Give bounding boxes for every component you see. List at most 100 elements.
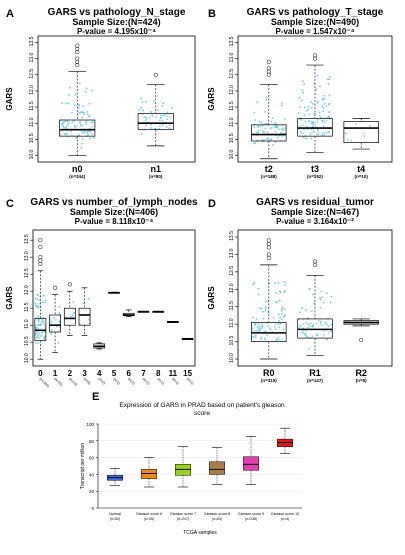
- jitter-point: [323, 121, 326, 124]
- jitter-point: [79, 124, 82, 127]
- outlier-point: [312, 262, 318, 267]
- jitter-point: [322, 107, 325, 109]
- jitter-point: [277, 136, 279, 139]
- outlier-point: [266, 238, 271, 243]
- jitter-point: [54, 318, 57, 321]
- jitter-point: [67, 102, 70, 105]
- box-group-0: 0(n=344): [34, 238, 50, 388]
- jitter-point: [272, 316, 275, 319]
- jitter-point: [165, 126, 168, 128]
- jitter-point: [311, 122, 313, 125]
- jitter-point: [81, 131, 84, 134]
- outlier-point: [266, 72, 271, 77]
- jitter-point: [281, 127, 284, 130]
- jitter-point: [308, 120, 311, 123]
- jitter-point: [141, 101, 144, 104]
- jitter-point: [264, 110, 267, 113]
- box-group-1: 1(n=32): [49, 285, 63, 387]
- jitter-point: [298, 106, 301, 109]
- jitter-point: [144, 119, 147, 122]
- jitter-point: [326, 78, 329, 81]
- jitter-point: [256, 326, 259, 329]
- x-count-label: (n=4): [281, 517, 290, 521]
- jitter-point: [265, 300, 267, 303]
- jitter-point: [321, 134, 323, 136]
- jitter-point: [317, 319, 320, 322]
- gleason-box-3: Gleason score 8(n=64): [204, 447, 230, 521]
- jitter-point: [264, 330, 267, 333]
- jitter-point: [69, 86, 71, 89]
- jitter-point: [278, 320, 281, 322]
- box-group-t2: t2(n=188): [251, 59, 287, 179]
- jitter-point: [276, 125, 279, 127]
- jitter-point: [283, 132, 286, 135]
- jitter-point: [78, 82, 81, 85]
- jitter-point: [328, 111, 331, 113]
- jitter-point: [312, 102, 314, 105]
- jitter-point: [37, 307, 40, 309]
- jitter-point: [85, 123, 88, 125]
- jitter-point: [40, 331, 43, 334]
- y-tick-label: 10.5: [229, 336, 235, 346]
- jitter-point: [80, 110, 83, 113]
- jitter-point: [60, 123, 63, 126]
- jitter-point: [144, 116, 147, 118]
- jitter-point: [318, 111, 321, 114]
- jitter-point: [280, 318, 283, 321]
- jitter-point: [316, 118, 319, 121]
- jitter-point: [38, 332, 41, 334]
- outlier-point: [75, 43, 80, 48]
- p-value: P-value = 8.118x10⁻⁴: [75, 217, 154, 226]
- jitter-point: [274, 130, 277, 133]
- jitter-point: [280, 104, 283, 107]
- jitter-point: [321, 105, 324, 108]
- jitter-point: [255, 318, 258, 320]
- jitter-point: [263, 138, 265, 141]
- y-tick-label: 11.0: [229, 117, 235, 127]
- y-tick-label: 10.5: [229, 133, 235, 143]
- jitter-point: [77, 107, 80, 109]
- jitter-point: [166, 111, 169, 114]
- jitter-point: [87, 297, 90, 300]
- jitter-point: [78, 104, 81, 106]
- jitter-point: [82, 302, 85, 304]
- jitter-point: [302, 330, 304, 333]
- jitter-point: [80, 146, 83, 149]
- jitter-point: [86, 113, 89, 116]
- x-count-label: (n=188): [261, 174, 277, 179]
- x-tick-label: t3: [311, 164, 319, 174]
- jitter-point: [312, 122, 315, 124]
- jitter-point: [257, 323, 260, 325]
- gleason-box-5: Gleason score 10(n=4): [271, 427, 299, 521]
- y-axis-label: Transcript per million: [80, 443, 86, 489]
- jitter-point: [256, 101, 259, 103]
- jitter-point: [253, 281, 256, 284]
- jitter-point: [50, 333, 53, 335]
- jitter-point: [369, 125, 372, 127]
- jitter-point: [305, 335, 308, 338]
- jitter-point: [302, 136, 305, 139]
- jitter-point: [168, 127, 170, 130]
- jitter-point: [88, 115, 90, 118]
- jitter-point: [258, 329, 261, 332]
- outlier-point: [153, 72, 158, 77]
- box-group-11: 11(n=1): [167, 320, 180, 386]
- jitter-point: [319, 298, 322, 301]
- x-axis-label: TCGA samples: [183, 530, 217, 536]
- jitter-point: [53, 316, 55, 319]
- panel-letter: A: [6, 8, 14, 20]
- jitter-point: [263, 131, 266, 133]
- jitter-point: [70, 315, 72, 318]
- jitter-point: [71, 121, 73, 124]
- jitter-point: [306, 128, 309, 131]
- jitter-point: [309, 325, 312, 328]
- chart-title-line-1: Expression of GARS in PRAD based on pati…: [119, 402, 285, 409]
- jitter-point: [251, 327, 254, 330]
- jitter-point: [37, 342, 39, 344]
- jitter-point: [83, 113, 86, 116]
- jitter-point: [301, 89, 304, 92]
- jitter-point: [301, 307, 304, 309]
- jitter-point: [277, 128, 280, 131]
- jitter-point: [279, 316, 282, 319]
